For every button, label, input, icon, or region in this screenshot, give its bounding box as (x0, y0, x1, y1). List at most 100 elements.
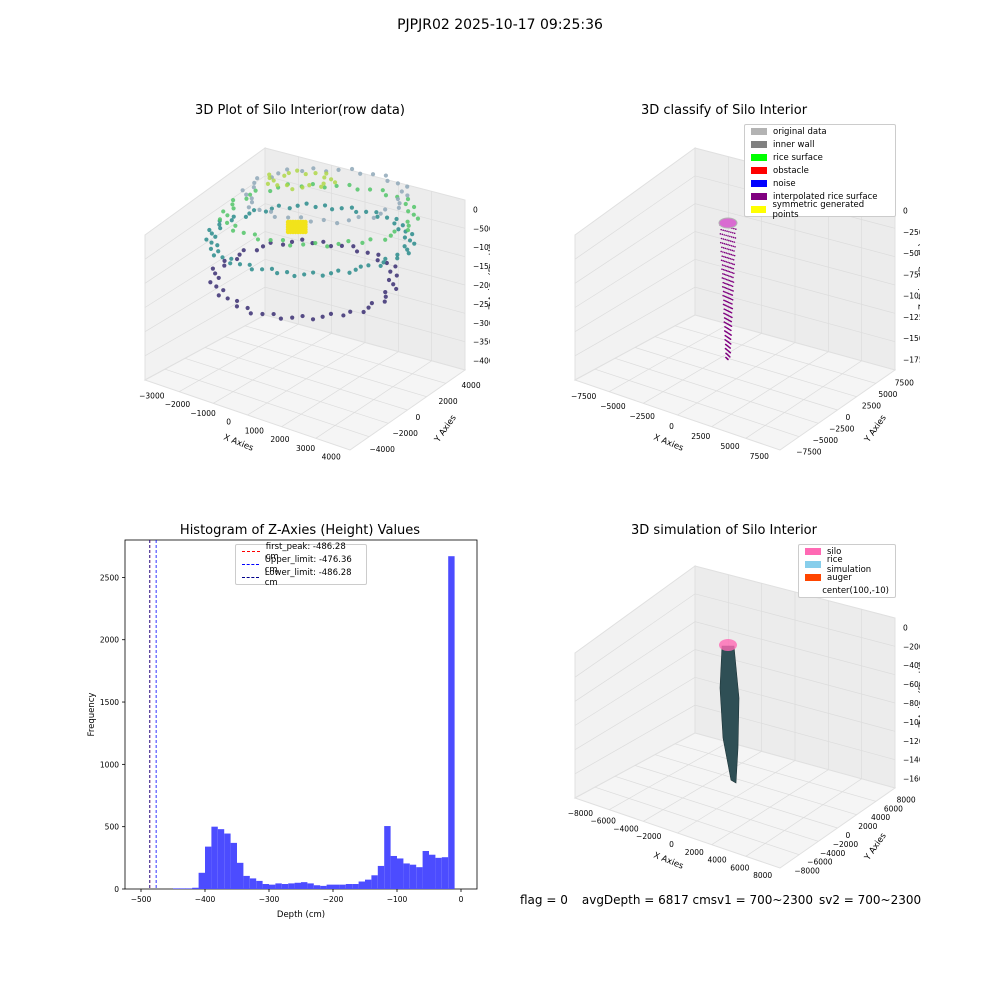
scatter-point (313, 240, 318, 246)
x-tick-label: −3000 (139, 391, 165, 400)
y-tick-label: 2500 (862, 402, 881, 411)
scatter-point (241, 230, 246, 235)
legend-item: noise (745, 177, 895, 190)
histogram-bar (173, 888, 180, 889)
scatter-point (284, 183, 290, 188)
x-tick-label: 1000 (245, 426, 264, 435)
scatter-point (290, 187, 295, 192)
y-tick-label: −2000 (833, 840, 859, 849)
scatter-point (724, 256, 727, 258)
scatter-point (388, 269, 393, 274)
scatter-point (276, 171, 281, 176)
scatter-point (263, 209, 269, 214)
scatter-point (729, 240, 732, 242)
scatter-point (732, 258, 735, 261)
x-tick-label: 6000 (730, 863, 749, 872)
x-tick-label: −2000 (636, 832, 662, 841)
scatter-point (730, 271, 732, 274)
scatter-point (721, 242, 724, 244)
y-tick-label: 2000 (100, 636, 119, 645)
scatter-point (731, 263, 734, 265)
scatter-point (727, 283, 730, 286)
legend-line (242, 577, 259, 578)
legend-item: symmetric generated points (745, 200, 895, 220)
scatter-point (321, 239, 326, 244)
legend-item: silo (799, 545, 895, 558)
scatter-point (728, 279, 731, 282)
scatter-point (723, 251, 726, 254)
scatter-point (383, 256, 388, 261)
scatter-point (729, 343, 732, 345)
histogram-bar (217, 829, 225, 889)
scatter-point (282, 173, 287, 178)
grid-line (674, 743, 876, 802)
x-tick-label: 2000 (685, 848, 704, 857)
scatter-point (724, 295, 727, 298)
grid-line (745, 609, 863, 857)
x-tick-label: 2000 (270, 435, 289, 444)
scatter-point (310, 317, 316, 322)
grid-line (711, 600, 829, 845)
legend-item: obstacle (745, 164, 895, 177)
scatter-point (406, 251, 411, 256)
panel1-plot: −3000−2000−100001000200030004000−4000−20… (139, 147, 490, 460)
x-tick-label: −5000 (600, 402, 626, 411)
grid-line (574, 676, 896, 750)
grid-line (144, 286, 466, 357)
scatter-point (260, 244, 266, 249)
scatter-point (221, 209, 226, 214)
legend-label: inner wall (773, 139, 815, 150)
histogram-bar (377, 865, 385, 889)
sv2-text: sv2 = 700~2300 (818, 893, 922, 907)
scatter-point (729, 289, 732, 291)
scatter-point (371, 215, 376, 220)
scatter-point (732, 236, 735, 239)
scatter-point (251, 185, 256, 190)
scatter-point (405, 196, 411, 202)
x-tick-label: −300 (259, 895, 280, 904)
scatter-point (287, 206, 292, 211)
scatter-point (288, 243, 293, 248)
scatter-point (247, 262, 252, 267)
scatter-point (240, 188, 245, 193)
scatter-point (731, 289, 733, 292)
histogram-bar (185, 888, 193, 889)
legend-item: inner wall (745, 138, 895, 151)
scatter-point (728, 248, 730, 251)
scatter-point (412, 241, 417, 246)
scatter-point (723, 282, 726, 284)
z-tick-label: −4000 (903, 661, 920, 670)
legend-swatch (805, 561, 821, 568)
panel1-title: 3D Plot of Silo Interior(row data) (195, 103, 405, 118)
histogram-bar (333, 884, 340, 889)
scatter-point (730, 334, 732, 336)
legend-item: Lower_limit: -486.28 cm (236, 568, 366, 588)
scatter-point (729, 284, 731, 287)
z-tick-label: −2500 (903, 228, 920, 237)
scatter-point (730, 284, 733, 287)
legend-swatch (751, 154, 767, 161)
legend-item: original data (745, 125, 895, 138)
x-axis-label: X Axies (652, 433, 685, 454)
z-tick-label: −2000 (903, 642, 920, 651)
y-tick-label: 1000 (100, 760, 119, 769)
scatter-point (255, 176, 260, 181)
legend-label: silo (827, 546, 842, 557)
legend-item: center(100,-10) (799, 584, 895, 597)
y-tick-label: −7500 (796, 447, 822, 456)
scatter-point (395, 196, 401, 202)
scatter-point (728, 270, 731, 273)
scatter-point (406, 209, 411, 214)
x-tick-label: 0 (669, 422, 674, 431)
scatter-point (364, 209, 369, 214)
scatter-point (727, 261, 729, 264)
scatter-point (730, 311, 733, 314)
scatter-point (354, 209, 359, 215)
floor-pane (143, 314, 467, 451)
scatter-point (407, 238, 413, 243)
y-tick-label: −4000 (820, 849, 846, 858)
flag-text: flag = 0 (520, 893, 568, 907)
x-tick-label: −4000 (613, 824, 639, 833)
x-tick-label: −400 (195, 895, 216, 904)
scatter-point (328, 311, 334, 316)
